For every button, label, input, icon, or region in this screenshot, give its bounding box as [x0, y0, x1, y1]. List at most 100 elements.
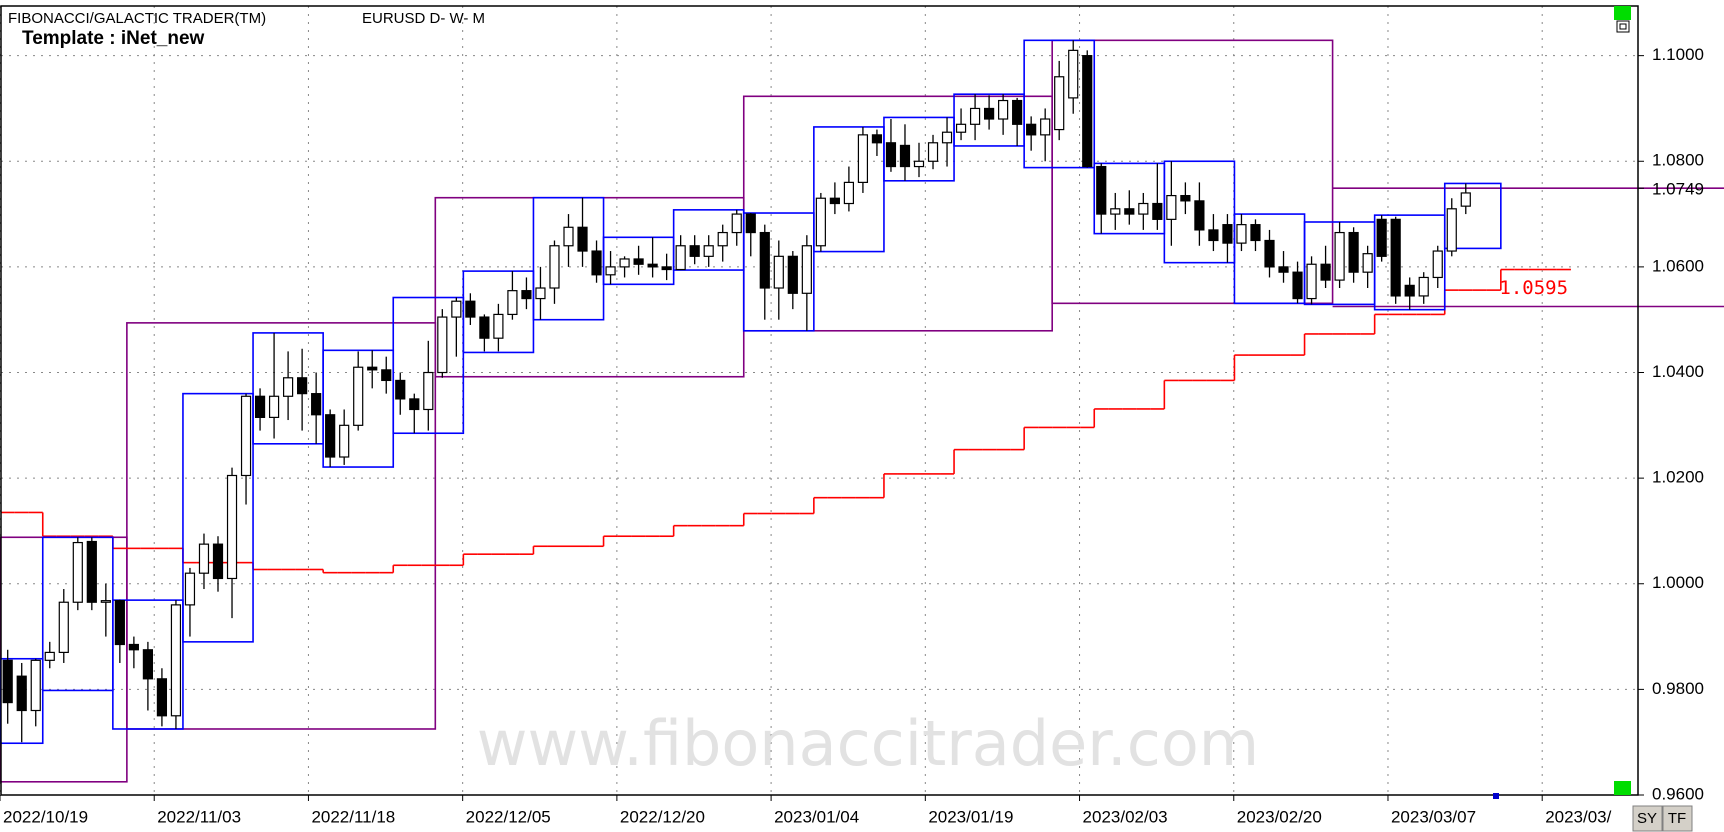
sy-button[interactable]: [1632, 805, 1663, 832]
candle-body: [1138, 202, 1149, 215]
candle-body: [689, 245, 700, 257]
y-tick-label: 1.0800: [1652, 151, 1704, 170]
weekly-box: [742, 212, 815, 332]
monthly-box: [1051, 39, 1334, 305]
candle-body: [1418, 276, 1429, 297]
candle-body: [1376, 218, 1387, 257]
candle-body: [72, 541, 83, 603]
candle-body: [156, 678, 168, 717]
candle-body: [1208, 229, 1219, 242]
candle-body: [815, 197, 826, 247]
weekly-box: [813, 126, 885, 253]
candle-body: [170, 604, 182, 717]
candle-body: [2, 659, 13, 704]
candle-body: [1012, 99, 1023, 125]
candle-body: [1460, 192, 1471, 207]
candle-body: [1404, 284, 1415, 297]
candle-body: [297, 377, 308, 395]
candle-body: [717, 231, 728, 247]
candle-body: [983, 107, 995, 120]
candle-body: [675, 245, 686, 271]
candle-body: [801, 245, 812, 294]
candle-body: [1236, 224, 1247, 244]
candle-body: [226, 474, 238, 580]
candle-body: [142, 649, 153, 680]
candle-body: [885, 142, 897, 168]
x-tick-label: 2022/11/03: [157, 807, 241, 826]
candle-body: [577, 226, 588, 252]
candle-body: [1264, 239, 1275, 268]
candle-body: [969, 107, 981, 125]
candle-body: [703, 245, 714, 257]
candle-body: [353, 366, 364, 426]
step-line-label: 1.0595: [1499, 277, 1568, 299]
x-tick-label: 2023/02/20: [1237, 807, 1322, 826]
weekly-box: [182, 392, 254, 643]
x-tick-label: 2022/12/20: [620, 807, 705, 826]
candle-body: [1068, 49, 1079, 99]
candle-body: [1348, 231, 1359, 273]
x-tick-label: 2023/03/: [1545, 807, 1611, 826]
x-tick-label: 2023/01/04: [774, 807, 859, 826]
y-tick-label: 1.1000: [1652, 45, 1704, 64]
candle-body: [58, 601, 69, 654]
candle-body: [1194, 200, 1205, 231]
candle-body: [437, 316, 448, 374]
weekly-box: [1163, 160, 1236, 264]
candle-body: [591, 250, 602, 276]
tf-button[interactable]: [1662, 805, 1693, 832]
candle-body: [661, 266, 672, 271]
y-tick-label: 1.0000: [1652, 573, 1704, 592]
template-label: Template : iNet_new: [22, 28, 205, 49]
candle-body: [913, 160, 925, 168]
x-tick-label: 2023/02/03: [1083, 807, 1168, 826]
candle-body: [647, 263, 658, 268]
candle-body: [871, 134, 883, 144]
x-tick-label: 2022/10/19: [3, 807, 88, 826]
candle-body: [86, 540, 97, 603]
candle-body: [16, 675, 27, 712]
candle-body: [899, 144, 911, 168]
candle-body: [1166, 194, 1177, 220]
candle-body: [1432, 250, 1443, 279]
candle-body: [745, 213, 756, 234]
candle-body: [114, 600, 125, 646]
candle-body: [521, 290, 532, 300]
corner-marker: [1614, 6, 1631, 20]
candle-body: [927, 142, 939, 162]
x-tick-label: 2022/12/05: [466, 807, 551, 826]
candle-body: [30, 659, 41, 712]
x-tick-label: 2023/01/19: [928, 807, 1013, 826]
candle-body: [184, 572, 196, 606]
candle-body: [1096, 165, 1107, 215]
candle-body: [998, 99, 1009, 120]
y-tick-label: 1.0600: [1652, 256, 1704, 275]
candle-body: [254, 395, 266, 418]
candle-body: [240, 395, 252, 477]
candle-body: [773, 255, 784, 289]
candle-body: [479, 316, 490, 339]
candle-body: [1320, 263, 1331, 281]
candle-body: [212, 543, 224, 580]
x-tick-label: 2023/03/07: [1391, 807, 1476, 826]
candle-body: [44, 651, 55, 661]
candle-body: [535, 287, 546, 300]
candle-body: [268, 395, 280, 418]
last-price-label: 1.0749: [1652, 180, 1704, 199]
candle-body: [1152, 202, 1163, 220]
candle-body: [493, 313, 504, 339]
watermark: www.fibonaccitrader.com: [477, 707, 1259, 780]
weekly-box: [112, 599, 184, 730]
candle-body: [549, 245, 560, 289]
candle-body: [563, 226, 574, 247]
symbol-label: EURUSD D- W- M: [362, 10, 485, 27]
candle-body: [1306, 263, 1317, 300]
y-tick-label: 1.0400: [1652, 362, 1704, 381]
sy-button-label: SY: [1637, 810, 1657, 827]
candle-body: [1292, 271, 1303, 300]
tf-button-label: TF: [1668, 810, 1686, 827]
corner-button[interactable]: [1616, 20, 1630, 33]
y-tick-label: 1.0200: [1652, 468, 1704, 487]
candle-body: [829, 197, 840, 205]
candle-body: [128, 643, 139, 651]
